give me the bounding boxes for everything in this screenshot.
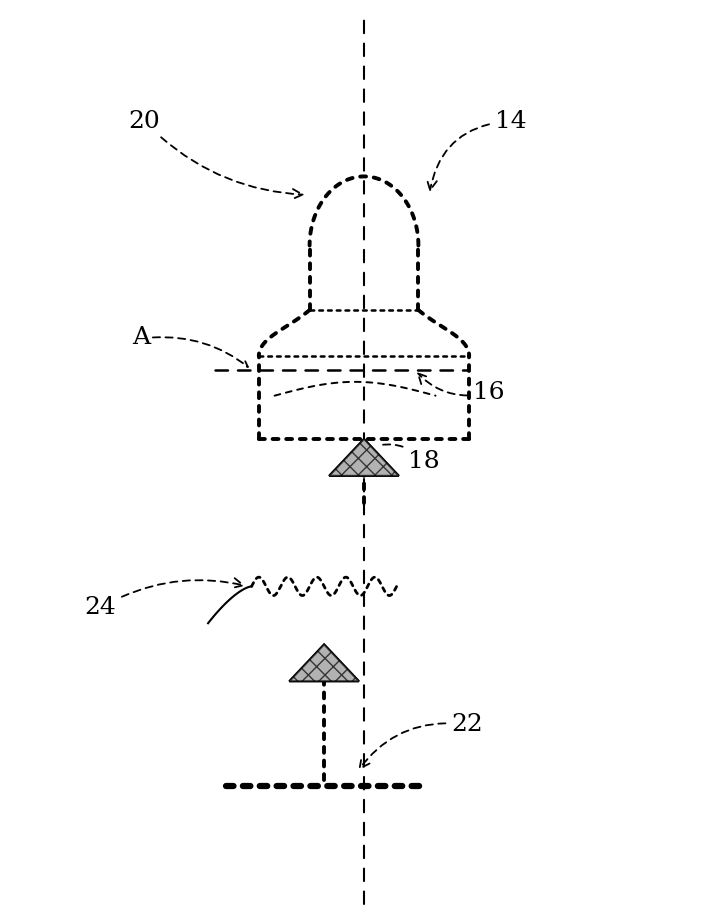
Polygon shape xyxy=(289,644,359,681)
Text: 18: 18 xyxy=(381,444,439,473)
Text: 20: 20 xyxy=(128,110,303,199)
Polygon shape xyxy=(329,439,399,476)
Text: 16: 16 xyxy=(418,373,505,405)
Polygon shape xyxy=(289,644,359,681)
Text: 14: 14 xyxy=(427,110,526,190)
Text: A: A xyxy=(132,326,150,349)
Text: 22: 22 xyxy=(360,713,483,769)
Text: 24: 24 xyxy=(84,578,243,619)
Polygon shape xyxy=(329,439,399,476)
